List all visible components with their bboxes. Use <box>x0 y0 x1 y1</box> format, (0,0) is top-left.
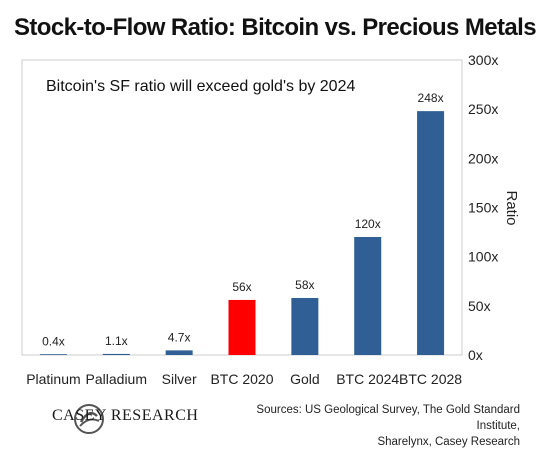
bar-silver <box>165 350 193 355</box>
y-tick-label: 0x <box>468 347 483 363</box>
bar-platinum <box>39 354 67 355</box>
data-label: 248x <box>418 91 444 105</box>
category-label: BTC 2028 <box>399 371 462 387</box>
category-label: Gold <box>290 371 320 387</box>
data-label: 4.7x <box>168 330 191 344</box>
category-label: Silver <box>162 371 197 387</box>
y-tick-label: 50x <box>468 298 491 314</box>
y-tick-label: 200x <box>468 150 498 166</box>
data-label: 56x <box>232 280 251 294</box>
y-tick-label: 100x <box>468 249 498 265</box>
chart-title: Stock-to-Flow Ratio: Bitcoin vs. Preciou… <box>14 14 537 41</box>
bar-chart: 0.4x 1.1x 4.7x 56x 58x 120x 248x Platinum Palla… <box>21 52 520 387</box>
category-label: Palladium <box>86 371 147 387</box>
sources-line-1: Sources: US Geological Survey, The Gold … <box>256 404 520 432</box>
y-axis-label: Ratio <box>503 190 520 225</box>
bar-palladium <box>102 353 130 355</box>
casey-research-logo-icon <box>74 404 104 434</box>
sources-line-2: Sharelynx, Casey Research <box>377 436 520 448</box>
y-tick-label: 250x <box>468 101 498 117</box>
data-label: 120x <box>355 217 381 231</box>
category-label: BTC 2020 <box>210 371 273 387</box>
bar-btc-2024 <box>354 237 382 355</box>
y-tick-label: 300x <box>468 52 498 68</box>
bar-gold <box>291 297 319 355</box>
y-tick-label: 150x <box>468 200 498 216</box>
brand-name: CASEY RESEARCH <box>52 407 199 424</box>
bar-btc-2028 <box>417 111 445 355</box>
data-label: 58x <box>295 278 314 292</box>
category-label: Platinum <box>26 371 80 387</box>
data-label: 1.1x <box>105 334 128 348</box>
sources-note: Sources: US Geological Survey, The Gold … <box>210 402 520 450</box>
category-label: BTC 2024 <box>336 371 399 387</box>
chart-annotation: Bitcoin's SF ratio will exceed gold's by… <box>46 78 355 95</box>
data-label: 0.4x <box>42 335 65 349</box>
bar-btc-2020 <box>228 299 256 355</box>
